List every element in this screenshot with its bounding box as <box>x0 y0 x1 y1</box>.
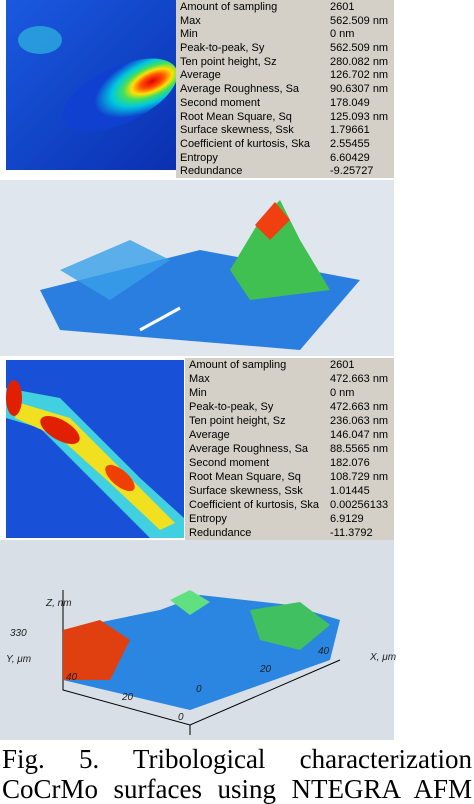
stat-name: Max <box>189 373 210 385</box>
stat-name: Peak-to-peak, Sy <box>189 401 274 413</box>
stat-value: 2.55455 <box>330 137 370 150</box>
stats-row: Max 472.663 nm <box>185 372 394 386</box>
stats-row: Surface skewness, Ssk 1.79661 <box>176 123 394 137</box>
stat-value: 1.01445 <box>330 485 370 497</box>
stats-row: Redundance -9.25727 <box>176 164 394 178</box>
stat-name: Surface skewness, Ssk <box>189 485 303 497</box>
stat-name: Entropy <box>180 151 218 164</box>
axis-label: Z, nm <box>46 598 72 609</box>
afm-heatmap-1 <box>0 0 178 178</box>
stat-name: Peak-to-peak, Sy <box>180 42 265 55</box>
stats-row: Root Mean Square, Sq 125.093 nm <box>176 110 394 124</box>
stat-name: Min <box>180 28 198 41</box>
stat-name: Amount of sampling <box>180 1 278 13</box>
stats-row: Entropy 6.60429 <box>176 151 394 165</box>
stats-row: Second moment 182.076 <box>185 456 394 470</box>
stat-value: 146.047 nm <box>330 429 389 441</box>
stat-value: 2601 <box>330 1 355 13</box>
stats-row: Coefficient of kurtosis, Ska 0.00256133 <box>185 498 394 512</box>
stats-row: Coefficient of kurtosis, Ska 2.55455 <box>176 137 394 151</box>
stat-value: 108.729 nm <box>330 471 389 483</box>
stats-row: Amount of sampling 2601 <box>185 358 394 372</box>
stat-name: Average <box>180 69 221 82</box>
stats-row: Peak-to-peak, Sy 472.663 nm <box>185 400 394 414</box>
stat-value: 0 nm <box>330 387 355 399</box>
stat-name: Entropy <box>189 513 227 525</box>
tick-label: 0 <box>178 712 184 723</box>
stat-value: 2601 <box>330 359 355 371</box>
stat-value: 562.509 nm <box>330 42 389 55</box>
tick-label: 330 <box>10 628 27 639</box>
stat-name: Surface skewness, Ssk <box>180 124 294 137</box>
tick-label: 40 <box>318 646 330 657</box>
stat-value: 562.509 nm <box>330 14 389 27</box>
stat-value: 472.663 nm <box>330 373 389 385</box>
tick-label: 20 <box>122 692 134 703</box>
stat-value: 280.082 nm <box>330 55 389 68</box>
stat-value: 88.5565 nm <box>330 443 389 455</box>
stats-row: Min 0 nm <box>176 27 394 41</box>
stat-name: Ten point height, Sz <box>180 55 277 68</box>
stat-name: Ten point height, Sz <box>189 415 286 427</box>
stat-name: Amount of sampling <box>189 359 287 371</box>
stats-row: Root Mean Square, Sq 108.729 nm <box>185 470 394 484</box>
axis-label: X, μm <box>370 652 397 663</box>
stats-row: Average Roughness, Sa 90.6307 nm <box>176 82 394 96</box>
stat-value: 178.049 <box>330 96 370 109</box>
stat-value: 236.063 nm <box>330 415 389 427</box>
tick-label: 40 <box>66 672 78 683</box>
stats-row: Entropy 6.9129 <box>185 512 394 526</box>
stat-value: 182.076 <box>330 457 370 469</box>
axis-label: Y, μm <box>6 654 32 665</box>
stat-value: 125.093 nm <box>330 110 389 123</box>
afm-3d-surface-2 <box>0 540 394 740</box>
stat-value: 126.702 nm <box>330 69 389 82</box>
stats-row: Peak-to-peak, Sy 562.509 nm <box>176 41 394 55</box>
stats-row: Surface skewness, Ssk 1.01445 <box>185 484 394 498</box>
stats-row: Average 146.047 nm <box>185 428 394 442</box>
stat-name: Second moment <box>180 96 261 109</box>
figure-caption: Fig. 5. Tribological characterization Co… <box>2 744 472 804</box>
stat-name: Min <box>189 387 207 399</box>
afm-3d-surface-1 <box>0 180 394 356</box>
stat-name: Average Roughness, Sa <box>180 83 300 96</box>
stats-row: Average 126.702 nm <box>176 68 394 82</box>
tick-label: 20 <box>260 664 272 675</box>
stat-name: Second moment <box>189 457 270 469</box>
stats-row: Min 0 nm <box>185 386 394 400</box>
stat-name: Average Roughness, Sa <box>189 443 309 455</box>
stats-table: Amount of sampling 2601 Max 562.509 nm Min 0 … <box>176 0 394 178</box>
stat-name: Coefficient of kurtosis, Ska <box>180 137 311 150</box>
stat-name: Average <box>189 429 230 441</box>
stats-row: Amount of sampling 2601 <box>176 0 394 14</box>
stats-row: Ten point height, Sz 280.082 nm <box>176 55 394 69</box>
stat-value: 0.00256133 <box>330 499 389 511</box>
stat-value: 472.663 nm <box>330 401 389 413</box>
stats-row: Second moment 178.049 <box>176 96 394 110</box>
stat-name: Max <box>180 14 201 27</box>
stat-value: -9.25727 <box>330 165 374 178</box>
stat-value: 90.6307 nm <box>330 83 389 96</box>
stat-value: 6.60429 <box>330 151 370 164</box>
stat-name: Root Mean Square, Sq <box>189 471 301 483</box>
stat-value: 1.79661 <box>330 124 370 137</box>
tick-label: 0 <box>196 684 202 695</box>
stat-value: 6.9129 <box>330 513 364 525</box>
stats-row: Average Roughness, Sa 88.5565 nm <box>185 442 394 456</box>
stats-row: Max 562.509 nm <box>176 14 394 28</box>
stat-value: 0 nm <box>330 28 355 41</box>
stat-name: Redundance <box>189 527 252 539</box>
stats-row: Redundance -11.3792 <box>185 526 394 540</box>
stats-table: Amount of sampling 2601 Max 472.663 nm Min 0 … <box>185 358 394 540</box>
stats-row: Ten point height, Sz 236.063 nm <box>185 414 394 428</box>
stat-name: Redundance <box>180 165 243 178</box>
stat-name: Root Mean Square, Sq <box>180 110 292 123</box>
caption-line: CoCrMo surfaces using NTEGRA AFM <box>2 774 472 804</box>
caption-line: Fig. 5. Tribological characterization <box>2 744 472 774</box>
stat-name: Coefficient of kurtosis, Ska <box>189 499 320 511</box>
stat-value: -11.3792 <box>330 527 373 539</box>
afm-heatmap-2 <box>6 360 184 538</box>
